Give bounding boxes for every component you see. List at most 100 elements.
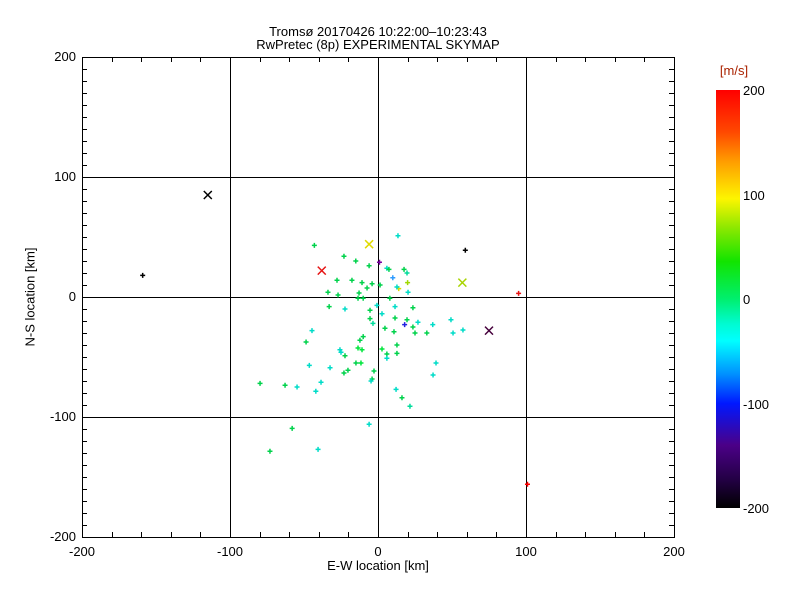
scatter-point: [358, 360, 364, 366]
scatter-point: [386, 266, 392, 272]
scatter-point: [516, 290, 522, 296]
scatter-point: [309, 328, 315, 334]
scatter-point: [384, 351, 390, 357]
scatter-point: [203, 190, 213, 200]
scatter-point: [369, 281, 375, 287]
x-tick-label: 100: [515, 544, 537, 559]
scatter-point: [394, 342, 400, 348]
colorbar-tick-label: -200: [743, 501, 770, 516]
scatter-point: [415, 319, 421, 325]
scatter-point: [342, 353, 348, 359]
scatter-point: [392, 315, 398, 321]
colorbar: [716, 90, 740, 508]
x-tick-label: 0: [374, 544, 381, 559]
scatter-point: [289, 425, 295, 431]
scatter-point: [524, 481, 530, 487]
scatter-point: [405, 280, 411, 286]
scatter-point: [448, 317, 454, 323]
scatter-point: [390, 275, 396, 281]
scatter-point: [384, 355, 390, 361]
scatter-point: [450, 330, 456, 336]
scatter-point: [387, 295, 393, 301]
scatter-point: [326, 304, 332, 310]
scatter-point: [382, 325, 388, 331]
scatter-point: [407, 403, 413, 409]
scatter-point: [367, 307, 373, 313]
y-axis-label: N-S location [km]: [22, 247, 38, 347]
x-axis-label: E-W location [km]: [327, 558, 429, 573]
scatter-point: [430, 372, 436, 378]
colorbar-tick-label: 0: [743, 292, 751, 307]
scatter-point: [371, 368, 377, 374]
scatter-point: [327, 365, 333, 371]
scatter-point: [311, 242, 317, 248]
scatter-point: [430, 322, 436, 328]
scatter-point: [364, 285, 370, 291]
scatter-point: [334, 277, 340, 283]
scatter-point: [360, 334, 366, 340]
scatter-point: [392, 304, 398, 310]
colorbar-unit-label: [m/s]: [719, 63, 749, 78]
scatter-point: [338, 349, 344, 355]
x-tick-label: -200: [69, 544, 95, 559]
scatter-point: [399, 395, 405, 401]
x-tick-label: 200: [663, 544, 685, 559]
colorbar-tick-label: -100: [743, 396, 770, 412]
scatter-point: [345, 367, 351, 373]
scatter-point: [359, 347, 365, 353]
scatter-point: [257, 380, 263, 386]
y-tick-label: -200: [50, 529, 76, 544]
scatter-point: [267, 448, 273, 454]
scatter-point: [424, 330, 430, 336]
scatter-point: [325, 289, 331, 295]
plot-title-line1: Tromsø 20170426 10:22:00–10:23:43: [269, 24, 487, 39]
colorbar-tick-label: 100: [743, 187, 765, 203]
scatter-point: [366, 421, 372, 427]
scatter-point: [404, 317, 410, 323]
scatter-point: [315, 446, 321, 452]
scatter-point: [341, 253, 347, 259]
scatter-point: [370, 320, 376, 326]
scatter-point: [393, 386, 399, 392]
scatter-point: [342, 306, 348, 312]
plot-title-line2: RwPretec (8p) EXPERIMENTAL SKYMAP: [256, 37, 500, 52]
scatter-point: [306, 362, 312, 368]
scatter-point: [317, 266, 327, 276]
y-tick-label: 200: [54, 49, 76, 64]
scatter-point: [355, 295, 361, 301]
scatter-point: [412, 330, 418, 336]
scatter-point: [355, 345, 361, 351]
scatter-point: [404, 270, 410, 276]
colorbar-tick-label: 200: [743, 83, 765, 98]
y-tick-label: 0: [69, 289, 76, 304]
scatter-point: [368, 378, 374, 384]
scatter-point: [349, 277, 355, 283]
plot-border: [82, 57, 675, 538]
scatter-point: [313, 388, 319, 394]
scatter-point: [405, 289, 411, 295]
scatter-point: [353, 360, 359, 366]
scatter-point: [402, 322, 408, 328]
y-tick-label: 100: [54, 169, 76, 184]
scatter-point: [401, 266, 407, 272]
scatter-point: [303, 339, 309, 345]
scatter-point: [391, 329, 397, 335]
scatter-point: [318, 379, 324, 385]
scatter-point: [410, 305, 416, 311]
scatter-point: [377, 282, 383, 288]
x-tick-label: -100: [217, 544, 243, 559]
scatter-point: [357, 337, 363, 343]
scatter-point: [294, 384, 300, 390]
scatter-point: [364, 239, 374, 249]
scatter-point: [341, 370, 347, 376]
scatter-point: [484, 326, 494, 336]
scatter-point: [379, 346, 385, 352]
scatter-point: [140, 272, 146, 278]
scatter-point: [410, 324, 416, 330]
y-tick-label: -100: [50, 409, 76, 424]
scatter-point: [335, 292, 341, 298]
scatter-point: [360, 295, 366, 301]
scatter-point: [367, 316, 373, 322]
scatter-point: [376, 259, 382, 265]
